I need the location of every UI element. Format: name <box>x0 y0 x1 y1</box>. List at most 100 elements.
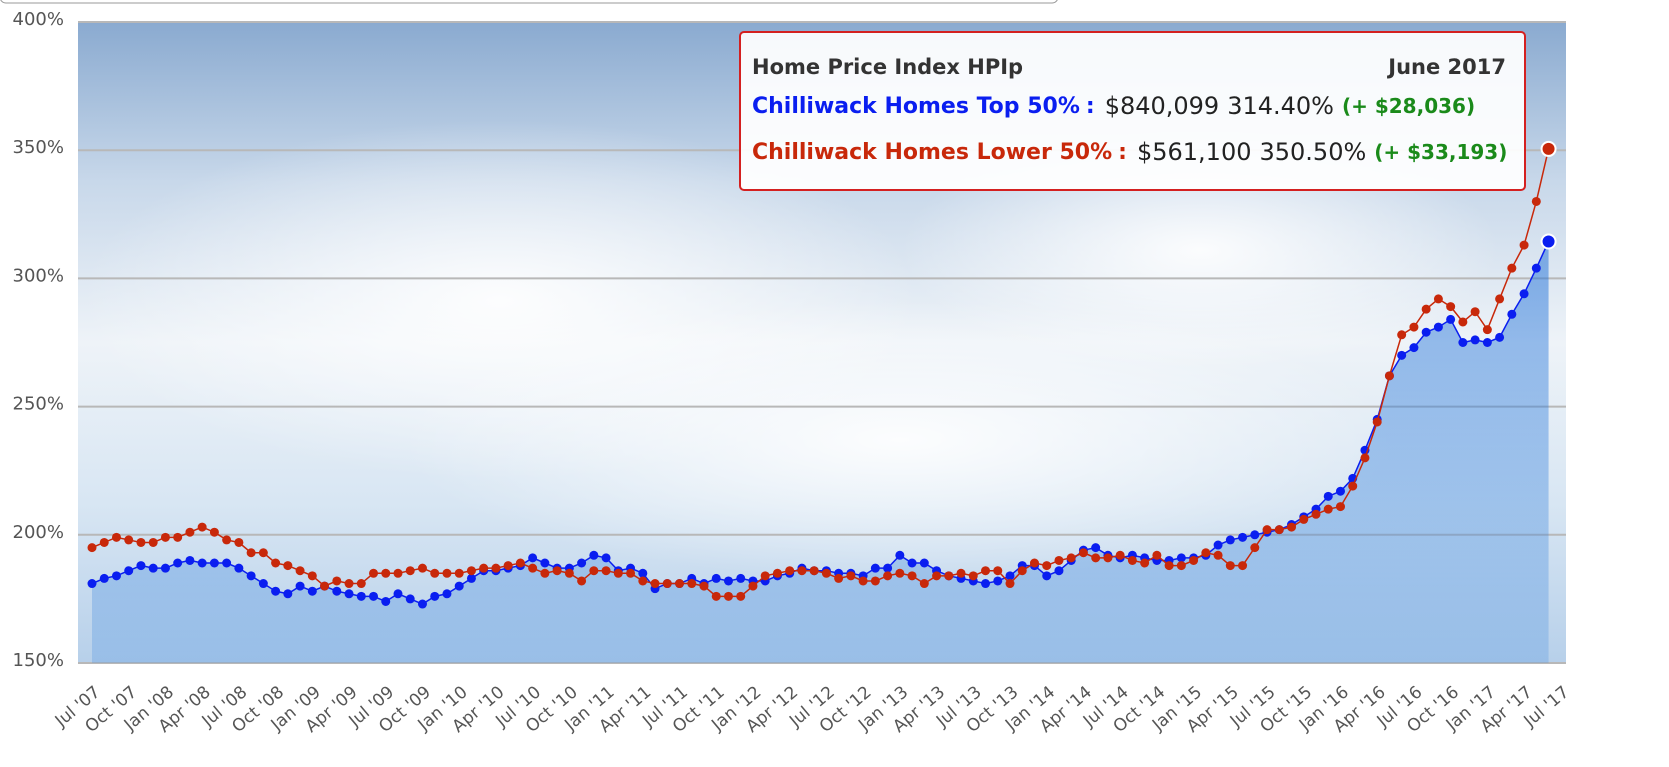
data-point <box>1005 571 1015 581</box>
data-point <box>1213 550 1223 560</box>
data-point <box>662 579 672 589</box>
data-point <box>809 566 819 576</box>
data-point <box>1507 263 1517 273</box>
data-point <box>1225 561 1235 571</box>
data-point <box>552 566 562 576</box>
data-point <box>344 589 354 599</box>
data-point <box>675 579 685 589</box>
data-point <box>136 537 146 547</box>
data-point <box>577 576 587 586</box>
data-point <box>271 586 281 596</box>
y-tick-label: 400% <box>13 9 64 30</box>
data-point <box>1495 332 1505 342</box>
data-point <box>1384 371 1394 381</box>
index: 314.40% <box>1227 92 1334 120</box>
data-point <box>111 571 121 581</box>
data-point <box>1433 322 1443 332</box>
data-point <box>454 568 464 578</box>
data-point <box>1482 325 1492 335</box>
data-point <box>1409 322 1419 332</box>
data-point <box>650 579 660 589</box>
data-point <box>956 568 966 578</box>
data-point <box>528 563 538 573</box>
data-point <box>1433 294 1443 304</box>
data-point <box>185 555 195 565</box>
data-point <box>283 589 293 599</box>
data-point <box>1176 553 1186 563</box>
data-point <box>870 563 880 573</box>
data-point <box>1189 555 1199 565</box>
data-point <box>283 561 293 571</box>
data-point <box>919 558 929 568</box>
data-point <box>1140 558 1150 568</box>
data-point <box>1238 561 1248 571</box>
data-point <box>1078 548 1088 558</box>
data-point <box>1531 263 1541 273</box>
data-point <box>907 558 917 568</box>
data-point <box>466 573 476 583</box>
data-point <box>564 568 574 578</box>
data-point <box>1397 330 1407 340</box>
data-point <box>1262 525 1272 535</box>
data-point <box>981 566 991 576</box>
data-point <box>821 568 831 578</box>
data-point <box>295 581 305 591</box>
data-point <box>772 568 782 578</box>
data-point <box>430 591 440 601</box>
data-point <box>1103 553 1113 563</box>
data-point <box>540 568 550 578</box>
data-point <box>295 566 305 576</box>
data-point <box>1238 532 1248 542</box>
data-point <box>895 568 905 578</box>
data-point <box>1066 553 1076 563</box>
data-point <box>1042 561 1052 571</box>
data-point <box>417 599 427 609</box>
data-point <box>748 581 758 591</box>
data-point <box>369 591 379 601</box>
data-point <box>1250 543 1260 553</box>
data-point <box>760 571 770 581</box>
data-point <box>834 573 844 583</box>
data-point <box>1029 558 1039 568</box>
data-point <box>1127 555 1137 565</box>
data-point <box>613 568 623 578</box>
data-point <box>160 532 170 542</box>
data-point <box>430 568 440 578</box>
data-point <box>124 535 134 545</box>
data-point <box>883 563 893 573</box>
data-point <box>1372 417 1382 427</box>
y-tick-label: 350% <box>13 137 64 158</box>
data-point <box>993 576 1003 586</box>
data-point <box>369 568 379 578</box>
data-point <box>222 558 232 568</box>
data-point <box>1446 302 1456 312</box>
data-point <box>736 573 746 583</box>
data-point <box>846 571 856 581</box>
data-point <box>687 579 697 589</box>
top-control[interactable] <box>0 0 1058 4</box>
separator: : <box>1086 94 1095 119</box>
data-point <box>1531 196 1541 206</box>
data-point <box>1519 240 1529 250</box>
data-point <box>99 573 109 583</box>
data-point <box>307 571 317 581</box>
data-point <box>1397 350 1407 360</box>
data-point <box>907 571 917 581</box>
data-point <box>1335 486 1345 496</box>
data-point <box>320 581 330 591</box>
data-point <box>197 522 207 532</box>
data-point <box>332 576 342 586</box>
data-point <box>160 563 170 573</box>
data-point <box>1225 535 1235 545</box>
data-point <box>1323 504 1333 514</box>
data-point <box>1360 453 1370 463</box>
data-point <box>723 576 733 586</box>
data-point <box>1446 314 1456 324</box>
data-point <box>356 591 366 601</box>
data-point <box>246 548 256 558</box>
data-point <box>785 566 795 576</box>
data-point <box>87 579 97 589</box>
data-point <box>1054 566 1064 576</box>
data-point <box>638 576 648 586</box>
data-point <box>932 571 942 581</box>
